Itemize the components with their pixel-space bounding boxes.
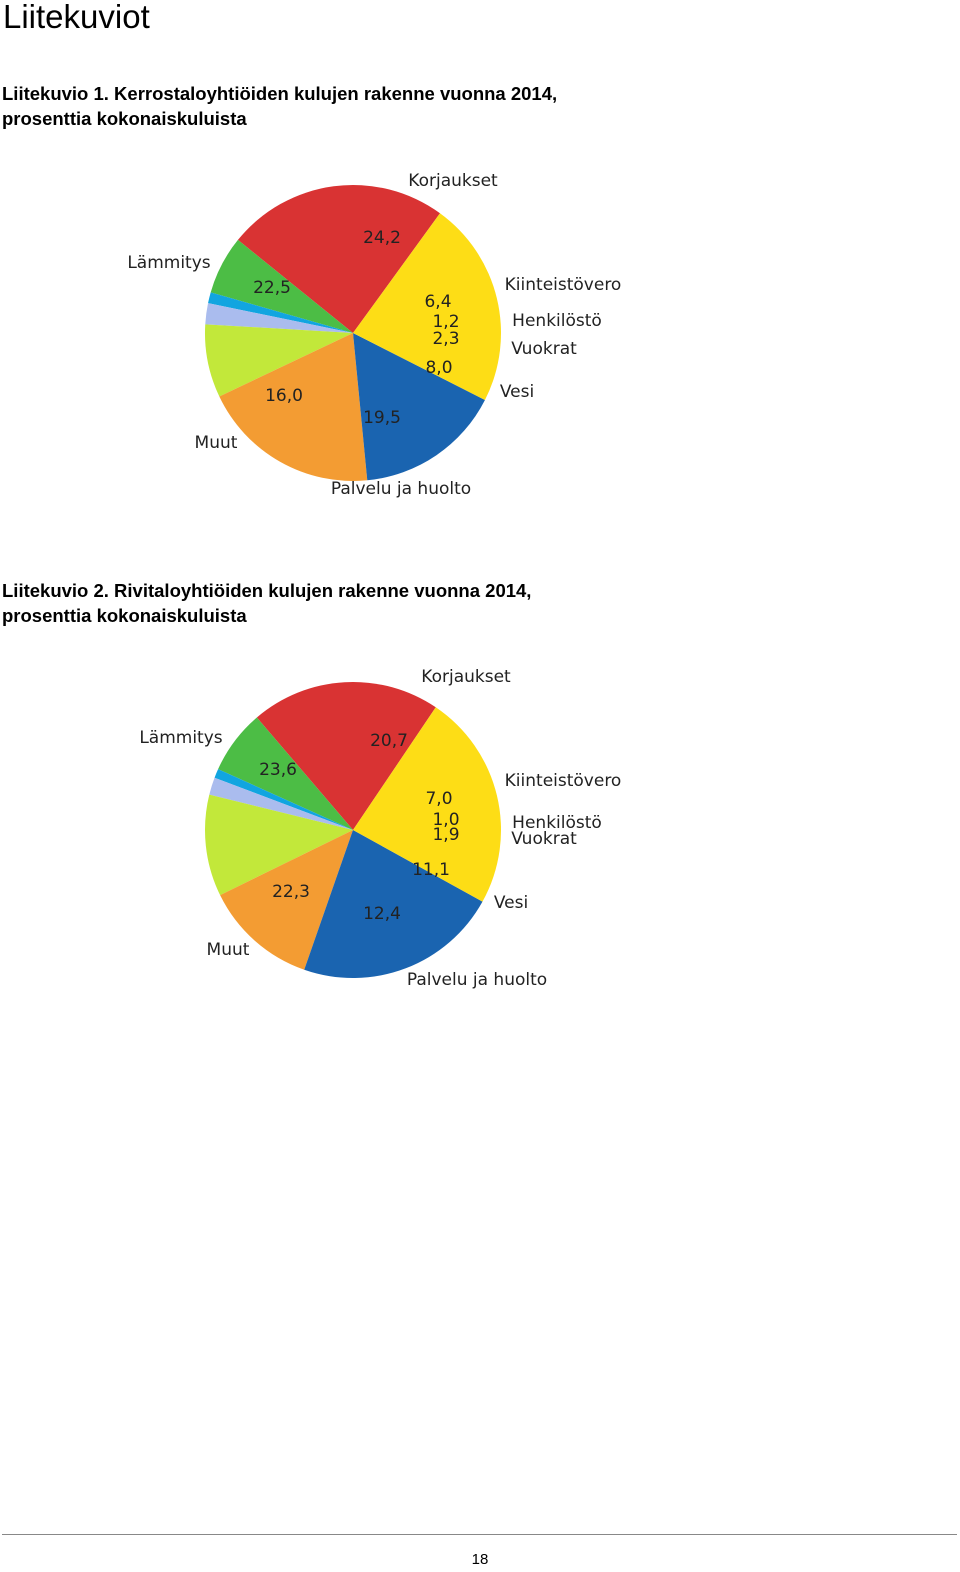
category-label-henkilosto: Henkilöstö: [512, 311, 602, 331]
category-label-vuokrat: Vuokrat: [511, 829, 577, 849]
pie-slice-henkilosto: [214, 769, 353, 830]
pie-slice-korjaukset: [256, 681, 436, 830]
pie-slice-lammitys: [353, 707, 501, 902]
category-label-muut: Muut: [207, 940, 250, 960]
category-label-korjaukset: Korjaukset: [408, 171, 498, 191]
figure-2-caption-line-2: prosenttia kokonaiskuluista: [2, 605, 247, 626]
data-label-lammitys: 22,5: [253, 278, 291, 298]
data-label-vesi: 8,0: [425, 358, 452, 378]
figure-1-caption-line-2: prosenttia kokonaiskuluista: [2, 108, 247, 129]
data-label-palvelu-ja-huolto: 19,5: [363, 408, 401, 428]
category-label-kiinteistovero: Kiinteistövero: [505, 275, 622, 295]
pie-slice-palvelu-ja-huolto: [220, 830, 353, 970]
category-label-palvelu-ja-huolto: Palvelu ja huolto: [331, 479, 471, 499]
pie-slice-henkilosto: [208, 292, 353, 333]
pie-slice-muut: [353, 333, 485, 481]
category-label-palvelu-ja-huolto: Palvelu ja huolto: [407, 970, 547, 990]
page-number: 18: [471, 1551, 489, 1568]
category-label-vesi: Vesi: [494, 893, 528, 913]
category-label-lammitys: Lämmitys: [139, 728, 222, 748]
data-label-henkilosto: 1,2: [432, 312, 459, 332]
data-label-vesi: 11,1: [412, 860, 450, 880]
data-label-muut: 22,3: [272, 882, 310, 902]
pie-slice-kiinteistovero: [210, 239, 353, 333]
figure-2-caption: Liitekuvio 2. Rivitaloyhtiöiden kulujen …: [2, 578, 702, 628]
pie-slice-vuokrat: [209, 777, 353, 830]
category-label-korjaukset: Korjaukset: [421, 667, 511, 687]
data-label-palvelu-ja-huolto: 12,4: [363, 904, 401, 924]
data-label-muut: 16,0: [265, 386, 303, 406]
category-label-henkilosto: Henkilöstö: [512, 813, 602, 833]
category-label-lammitys: Lämmitys: [127, 253, 210, 273]
category-label-kiinteistovero: Kiinteistövero: [505, 771, 622, 791]
pie-slice-muut: [304, 830, 483, 978]
pie-slice-lammitys: [353, 213, 501, 400]
data-label-kiinteistovero: 6,4: [424, 292, 451, 312]
data-label-henkilosto: 1,0: [432, 810, 459, 830]
figure-1-caption: Liitekuvio 1. Kerrostaloyhtiöiden kuluje…: [2, 81, 702, 131]
pie-slice-korjaukset: [237, 185, 440, 333]
data-label-lammitys: 23,6: [259, 760, 297, 780]
category-label-vuokrat: Vuokrat: [511, 339, 577, 359]
data-label-kiinteistovero: 7,0: [425, 789, 452, 809]
pie-chart-2: 20,7 7,01,01,9 11,1 12,4 22,3 23,6 Korjaukset K…: [139, 667, 622, 990]
pie-slice-vesi: [204, 324, 353, 397]
pie-slice-palvelu-ja-huolto: [219, 333, 368, 481]
pie-slice-vuokrat: [205, 303, 353, 333]
category-label-muut: Muut: [195, 433, 238, 453]
category-label-vesi: Vesi: [500, 382, 534, 402]
pie-slice-vesi: [205, 794, 353, 896]
data-label-korjaukset: 20,7: [370, 731, 408, 751]
pie-chart-1: 24,2 6,41,22,3 8,0 19,5 16,0 22,5 Korjaukset Ki…: [127, 171, 622, 499]
data-label-korjaukset: 24,2: [363, 228, 401, 248]
data-label-vuokrat: 1,9: [432, 825, 459, 845]
figure-2-caption-line-1: Liitekuvio 2. Rivitaloyhtiöiden kulujen …: [2, 580, 532, 601]
pie-slice-kiinteistovero: [218, 717, 353, 830]
footer-rule: [2, 1534, 957, 1535]
data-label-vuokrat: 2,3: [432, 329, 459, 349]
figure-1-caption-line-1: Liitekuvio 1. Kerrostaloyhtiöiden kuluje…: [2, 83, 558, 104]
page-heading: Liitekuviot: [3, 0, 150, 35]
